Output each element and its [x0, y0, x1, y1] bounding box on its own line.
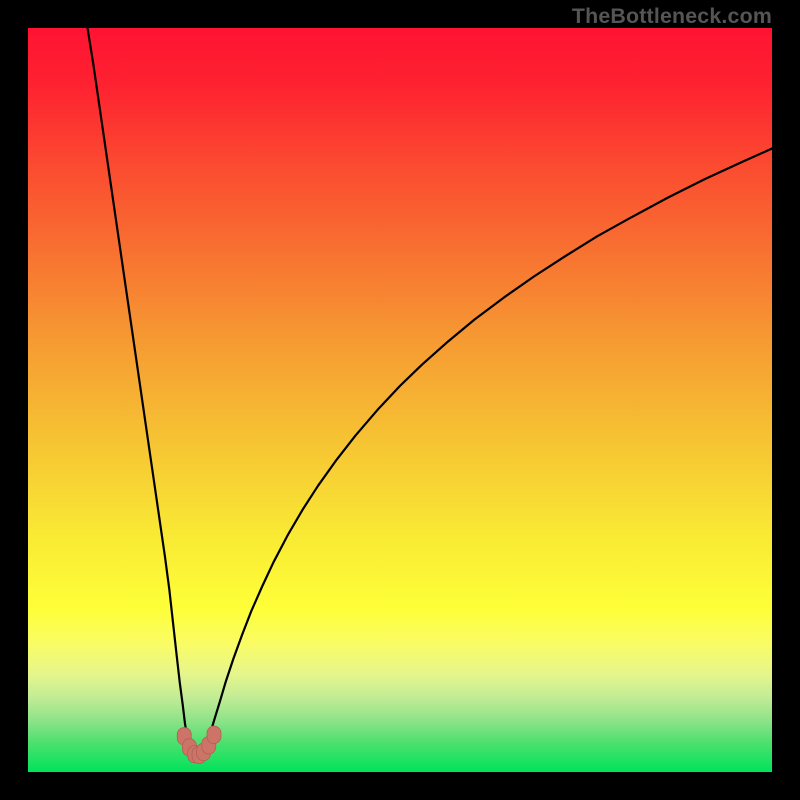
watermark-text: TheBottleneck.com [572, 4, 772, 29]
curve-marker [207, 726, 221, 744]
chart-background [28, 28, 772, 772]
bottleneck-chart [28, 28, 772, 772]
